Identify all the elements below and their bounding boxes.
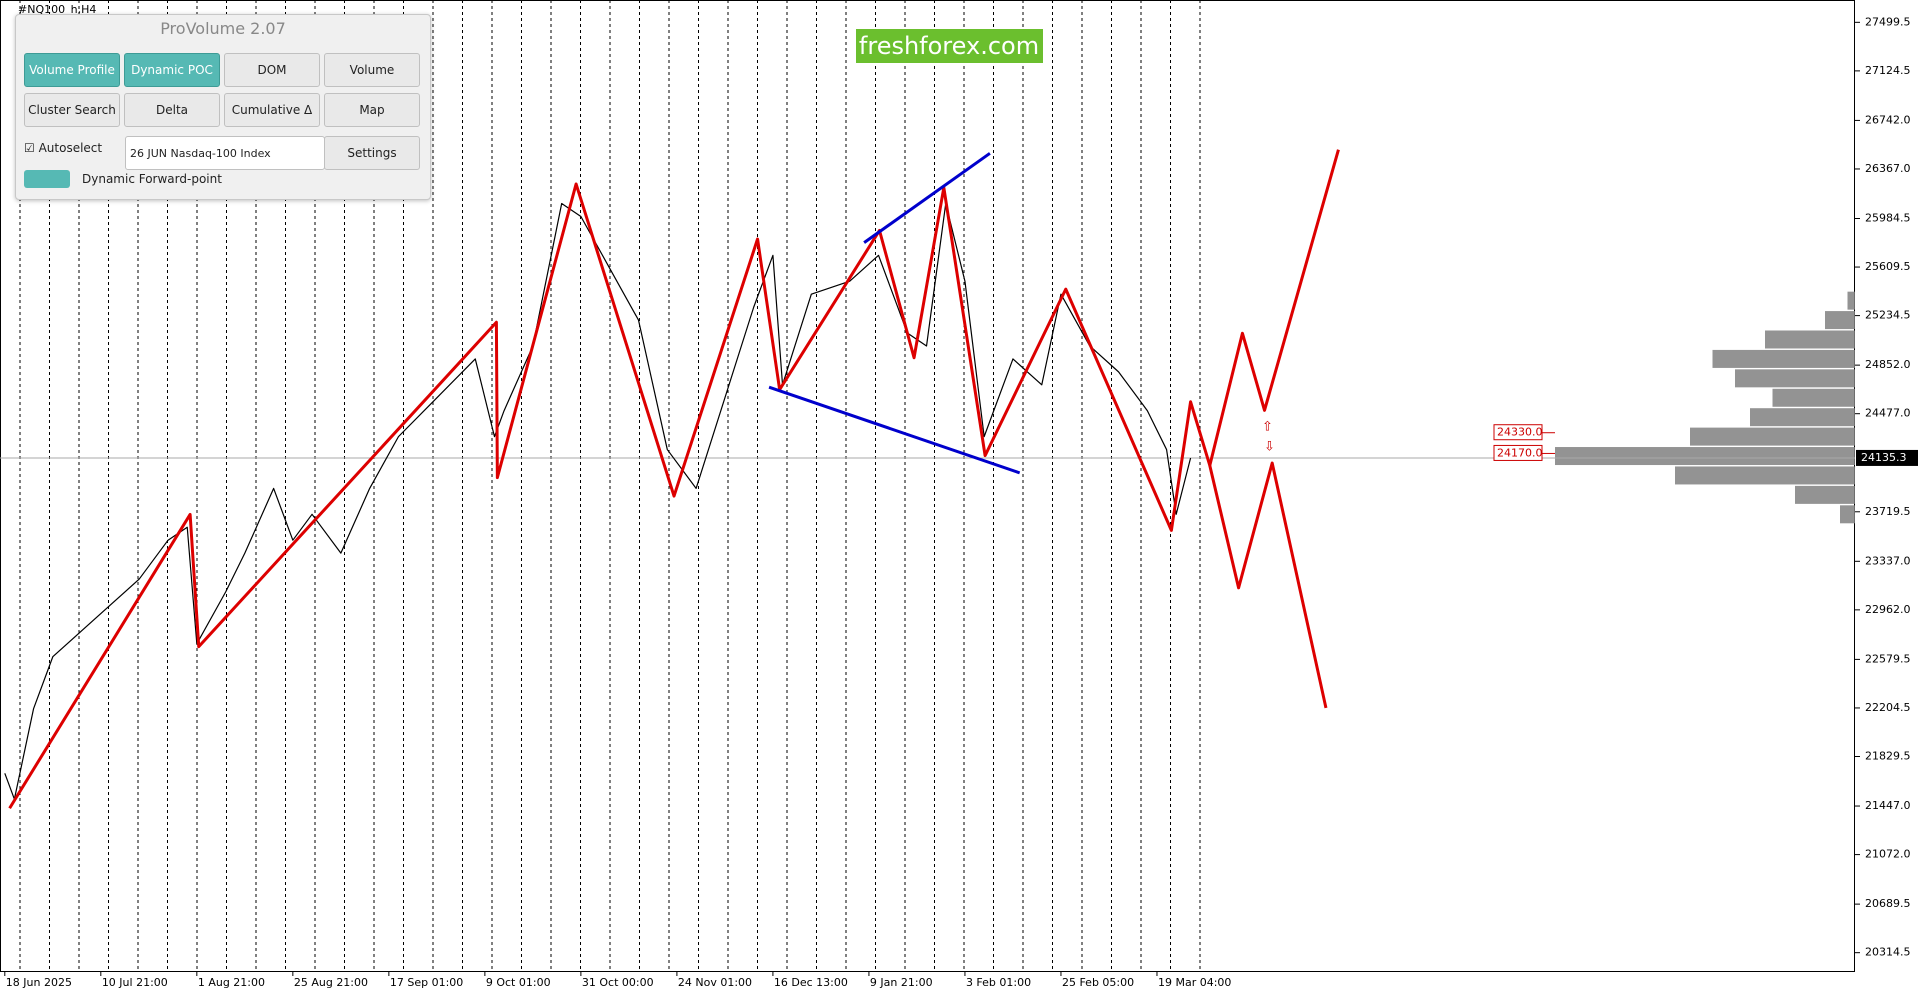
y-tick-label: 27124.5 (1865, 64, 1911, 77)
x-tick-label: 25 Aug 21:00 (294, 976, 368, 989)
settings-button[interactable]: Settings (324, 136, 420, 170)
panel-title: ProVolume 2.07 (160, 19, 286, 38)
settings-label: Settings (347, 146, 397, 160)
watermark: freshforex.com (859, 32, 1039, 60)
line (4, 202, 1192, 800)
y-tick-label: 21447.0 (1865, 799, 1911, 812)
tool-button[interactable]: Volume (324, 53, 420, 87)
watermark-box (856, 29, 1043, 63)
y-tick-label: 22204.5 (1865, 701, 1911, 714)
line (1208, 461, 1328, 709)
y-tick-label: 27499.5 (1865, 15, 1911, 28)
tool-button[interactable]: Map (324, 93, 420, 127)
x-tick-label: 18 Jun 2025 (6, 976, 72, 989)
instrument-select[interactable]: 26 JUN Nasdaq-100 Index (125, 136, 325, 170)
profile-bar (1712, 349, 1855, 368)
y-tick-label: 20314.5 (1865, 946, 1911, 959)
instrument: 26 JUN Nasdaq-100 Index (130, 146, 271, 160)
provolume-panel: ProVolume 2.07 Volume Profile Dynamic POC… (15, 14, 431, 200)
y-tick-label: 26367.0 (1865, 162, 1911, 175)
x-tick-label: 31 Oct 00:00 (582, 976, 654, 989)
y-tick-label: 22579.5 (1865, 652, 1911, 665)
arrow-up: ⇧ (1262, 420, 1273, 435)
tool-button[interactable]: Cumulative Δ (224, 93, 320, 127)
tool-button[interactable]: Dynamic POC (124, 53, 220, 87)
y-tick-label: 23337.0 (1865, 554, 1911, 567)
symbol: #NQ100_h,H4 (18, 3, 96, 16)
y-tick-label: 22962.0 (1865, 603, 1911, 616)
y-tick-label: 26742.0 (1865, 113, 1911, 126)
arrow-down: ⇩ (1264, 440, 1275, 455)
line (863, 152, 991, 244)
autoselect-label: Autoselect (38, 141, 103, 155)
y-tick-label: 24477.0 (1865, 407, 1911, 420)
line (768, 385, 1021, 475)
profile-bar (1675, 466, 1855, 485)
y-tick-label: 23719.5 (1865, 505, 1911, 518)
tool-button[interactable]: Cluster Search (24, 93, 120, 127)
x-tick-label: 19 Mar 04:00 (1158, 976, 1231, 989)
y-tick-label: 24852.0 (1865, 358, 1911, 371)
x-tick-label: 17 Sep 01:00 (390, 976, 463, 989)
x-tick-label: 1 Aug 21:00 (198, 976, 265, 989)
y-tick-label: 21829.5 (1865, 750, 1911, 763)
level-label: 24330.0 (1497, 426, 1543, 439)
profile-bar (1690, 427, 1855, 446)
x-tick-label: 16 Dec 13:00 (774, 976, 848, 989)
current-price-label: 24135.3 (1861, 451, 1907, 464)
level-label: 24170.0 (1497, 446, 1543, 459)
profile-bar (1750, 408, 1855, 427)
line (8, 149, 1340, 810)
toggle[interactable] (24, 170, 70, 188)
current-price-box (1856, 449, 1918, 466)
y-tick-label: 25609.5 (1865, 260, 1911, 273)
level-box (1493, 444, 1543, 461)
profile-bar (1847, 291, 1855, 310)
x-tick-label: 10 Jul 21:00 (102, 976, 168, 989)
profile-bar (1735, 369, 1855, 388)
level-box (1493, 424, 1543, 441)
y-tick-label: 25984.5 (1865, 211, 1911, 224)
profile-bar (1825, 311, 1855, 330)
profile-bar (1772, 388, 1855, 407)
tool-button[interactable]: DOM (224, 53, 320, 87)
profile-bar (1765, 330, 1855, 349)
x-tick-label: 9 Oct 01:00 (486, 976, 551, 989)
x-tick-label: 3 Feb 01:00 (966, 976, 1031, 989)
tool-button[interactable]: Volume Profile (24, 53, 120, 87)
x-tick-label: 24 Nov 01:00 (678, 976, 752, 989)
y-tick-label: 20689.5 (1865, 897, 1911, 910)
y-tick-label: 21072.0 (1865, 848, 1911, 861)
forward-point: Dynamic Forward-point (82, 172, 222, 186)
profile-bar (1555, 447, 1855, 466)
autoselect[interactable]: ☑ Autoselect (24, 141, 103, 155)
y-tick-label: 25234.5 (1865, 309, 1911, 322)
x-tick-label: 25 Feb 05:00 (1062, 976, 1134, 989)
profile-bar (1840, 505, 1855, 524)
x-tick-label: 9 Jan 21:00 (870, 976, 933, 989)
tool-button[interactable]: Delta (124, 93, 220, 127)
profile-bar (1795, 485, 1855, 504)
